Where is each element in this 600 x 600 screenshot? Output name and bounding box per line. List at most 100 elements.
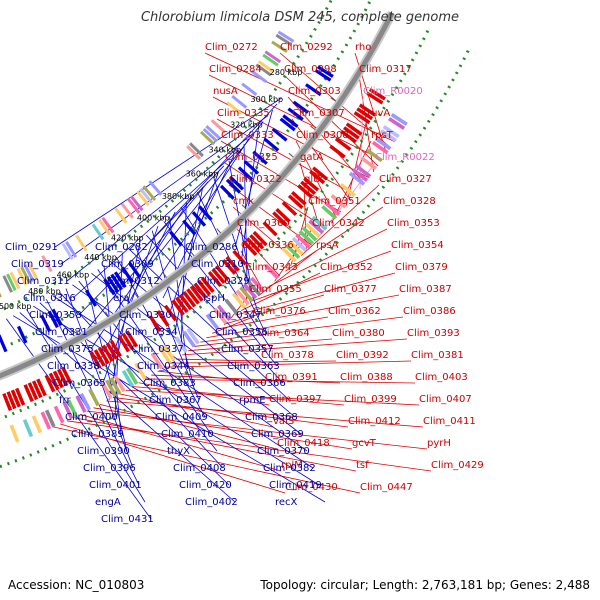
forward-gene (163, 304, 178, 322)
cog-forward-block (285, 243, 301, 260)
leader-line (66, 132, 254, 282)
gene-label-forward: Clim_R0020 (363, 86, 423, 97)
cog-reverse-block (65, 241, 78, 258)
cog-forward-block (366, 148, 383, 163)
leader-line (84, 181, 209, 333)
reverse-gene (121, 266, 134, 284)
cog-forward-block (380, 129, 397, 143)
reverse-gene (305, 83, 322, 97)
gene-label-reverse: Clim_0419 (269, 480, 322, 491)
tick-mark (288, 152, 294, 158)
leader-line (60, 423, 286, 494)
gene-label-forward: tsf (356, 460, 369, 471)
forward-gene (281, 201, 298, 217)
gene-label-reverse: Clim_0312 (107, 276, 160, 287)
cog-reverse-block (257, 60, 275, 74)
cog-forward-block (150, 352, 164, 370)
gene-label-forward: Clim_0351 (308, 196, 361, 207)
gene-label-forward: Clim_0399 (344, 394, 397, 405)
cog-forward-block (360, 156, 378, 171)
reverse-gene (243, 160, 260, 175)
forward-gene (366, 91, 384, 105)
leader-line (194, 338, 258, 347)
reverse-gene (219, 184, 235, 200)
leader-line (6, 318, 152, 520)
gene-label-reverse: Clim_0370 (257, 446, 310, 457)
gene-label-reverse: Clim_0396 (83, 463, 136, 474)
reverse-gene (85, 289, 98, 307)
cog-forward-block (182, 330, 196, 348)
cog-forward-block (66, 399, 78, 418)
cog-forward-block (105, 379, 118, 397)
tick-mark (134, 292, 139, 299)
forward-gene (193, 282, 208, 299)
gc-dot-ring-2 (0, 30, 430, 421)
tick-label: 340 kbp (208, 146, 241, 155)
cog-forward-block (162, 344, 176, 362)
forward-gene (27, 382, 39, 401)
reverse-gene (106, 276, 120, 293)
reverse-gene (314, 69, 332, 82)
gene-label-forward: nusA (213, 86, 238, 97)
gene-label-forward: Clim_0303 (288, 86, 341, 97)
forward-gene (207, 270, 223, 288)
forward-gene (23, 384, 34, 403)
gene-label-reverse: Clim_0356 (215, 327, 268, 338)
cog-reverse-block (20, 266, 32, 284)
topology-text: Topology: circular; Length: 2,763,181 bp… (260, 578, 590, 592)
tick-label: 440 kbp (84, 253, 117, 262)
gene-label-forward: valS (273, 416, 294, 427)
leader-line (91, 272, 302, 435)
forward-gene (156, 310, 170, 327)
forward-gene (211, 267, 226, 285)
leader-line (99, 404, 278, 450)
cog-reverse-block (2, 275, 13, 293)
gene-label-reverse: Clim_0408 (173, 463, 226, 474)
gene-label-reverse: Clim_0334 (125, 327, 178, 338)
forward-gene (189, 285, 204, 302)
cog-forward-block (31, 415, 43, 434)
gene-label-reverse: Clim_0358 (29, 310, 82, 321)
genome-title: Chlorobium limicola DSM 245, complete ge… (140, 10, 460, 25)
cog-forward-block (264, 263, 280, 280)
gene-label-reverse: Clim_0309 (101, 259, 154, 270)
leader-line (169, 360, 337, 364)
reverse-gene (282, 114, 299, 128)
cog-forward-block (22, 419, 34, 438)
reverse-gene (0, 334, 8, 353)
cog-forward-block (75, 395, 87, 413)
leader-line (80, 414, 282, 472)
leader-line (54, 97, 282, 248)
cog-forward-block (88, 388, 100, 407)
forward-gene (245, 237, 261, 253)
leader-line (287, 96, 365, 184)
forward-gene (309, 170, 326, 185)
reverse-gene (110, 273, 123, 291)
forward-gene (334, 137, 352, 151)
forward-gene (225, 255, 240, 272)
cog-reverse-block (16, 268, 28, 286)
reverse-gene (182, 219, 197, 236)
cog-reverse-block (226, 101, 243, 115)
gene-label-reverse: Clim_0311 (17, 276, 70, 287)
cog-reverse-block (139, 187, 154, 204)
gene-label-forward: Clim_0354 (391, 240, 444, 251)
tick-mark (104, 311, 109, 318)
gene-label-forward: Clim_0327 (379, 174, 432, 185)
gene-label-forward: Clim_0418 (277, 438, 330, 449)
gene-label-forward: rpsT (371, 130, 394, 141)
cog-forward-block (9, 424, 20, 443)
cog-reverse-block (101, 216, 115, 234)
leader-line (235, 272, 396, 316)
cog-forward-block (231, 292, 247, 309)
reverse-gene (198, 205, 213, 221)
cog-forward-block (246, 279, 262, 296)
reverse-gene (40, 314, 52, 333)
gene-label-reverse: Clim_0410 (161, 429, 214, 440)
cog-forward-block (295, 233, 311, 249)
gene-label-reverse: Clim_0400 (65, 412, 118, 423)
forward-gene (117, 335, 131, 353)
leader-line (86, 410, 428, 450)
gene-label-forward: Clim_0362 (328, 306, 381, 317)
gene-label-forward: rplM (281, 460, 303, 471)
